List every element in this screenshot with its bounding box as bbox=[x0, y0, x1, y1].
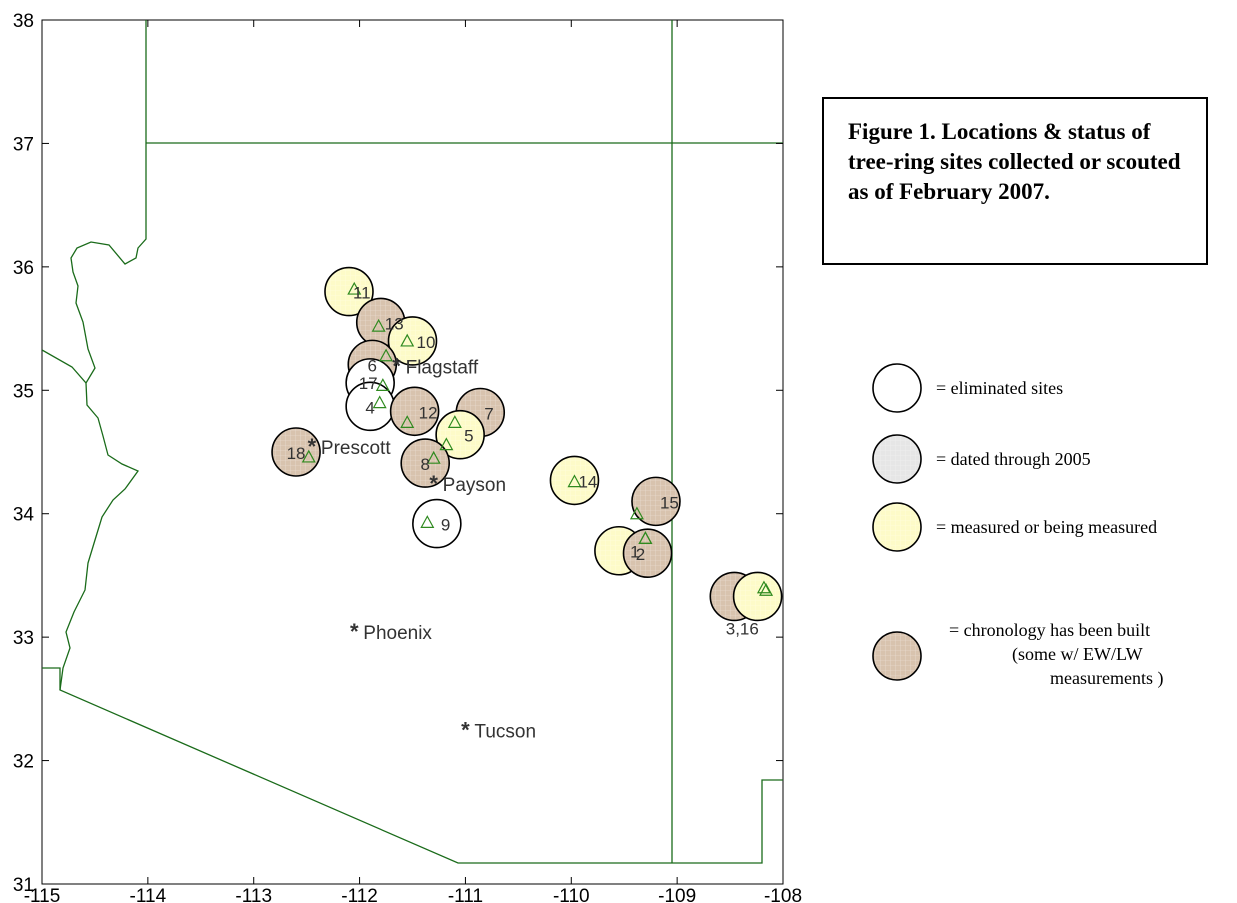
legend-label: = dated through 2005 bbox=[936, 449, 1091, 469]
site-label: 17 bbox=[359, 374, 378, 393]
triangle-icon bbox=[638, 531, 653, 544]
border-mexico bbox=[42, 667, 783, 864]
site-marker bbox=[549, 455, 600, 506]
y-tick-label: 32 bbox=[13, 752, 34, 773]
triangle-icon bbox=[372, 395, 387, 409]
legend-label-line: measurements ) bbox=[1050, 668, 1163, 689]
y-tick-label: 38 bbox=[13, 11, 34, 32]
triangle-icon bbox=[756, 580, 771, 594]
x-tick-label: -115 bbox=[24, 886, 61, 903]
triangle-icon bbox=[371, 318, 386, 332]
border-nevada-utah bbox=[59, 20, 147, 691]
site-label: 12 bbox=[419, 403, 438, 422]
y-tick-label: 35 bbox=[13, 381, 34, 402]
x-tick-label: -110 bbox=[553, 886, 590, 903]
site-label: 4 bbox=[365, 398, 374, 417]
site-label: 18 bbox=[287, 444, 306, 463]
site-marker bbox=[355, 297, 406, 348]
cities-layer: * Flagstaff* Prescott* Payson* Phoenix* Tucso… bbox=[308, 354, 536, 743]
legend-swatch bbox=[872, 631, 922, 681]
x-tick-label: -108 bbox=[764, 886, 802, 903]
site-label: 9 bbox=[441, 516, 450, 535]
sites-layer: 11 13 10 617 4 12 75 18 8 9 14 15 12 3,16 bbox=[271, 266, 783, 638]
site-marker bbox=[732, 571, 783, 622]
triangle-icon bbox=[567, 474, 582, 488]
y-tick-label: 31 bbox=[13, 875, 34, 896]
legend-swatch bbox=[872, 434, 922, 484]
triangle-icon bbox=[759, 582, 774, 596]
border-nevada-diagonal bbox=[42, 349, 87, 384]
x-tick-label: -111 bbox=[448, 886, 483, 903]
y-tick-label: 37 bbox=[13, 134, 34, 155]
triangle-icon bbox=[420, 515, 435, 528]
site-label: 2 bbox=[636, 545, 645, 564]
legend: = eliminated sites = dated through 2005 = … bbox=[872, 363, 1163, 689]
triangle-icon bbox=[301, 449, 316, 463]
city-label: Tucson bbox=[474, 722, 536, 743]
x-tick-label: -112 bbox=[341, 886, 378, 903]
site-label: 11 bbox=[353, 284, 371, 303]
triangle-icon bbox=[400, 415, 415, 428]
legend-label-line: = chronology has been built bbox=[949, 620, 1150, 640]
legend-swatch bbox=[872, 363, 922, 413]
triangle-icon bbox=[439, 437, 454, 451]
x-tick-label: -109 bbox=[658, 886, 696, 903]
figure-caption: Figure 1. Locations & status of tree-rin… bbox=[822, 97, 1208, 265]
site-marker bbox=[387, 316, 438, 366]
axis-ticks: -115 -114 -113 -112 -111 -110 -109 -108 31 32 33 34… bbox=[13, 11, 802, 903]
site-label: 15 bbox=[660, 493, 679, 512]
city-label: Phoenix bbox=[363, 623, 432, 644]
legend-swatch bbox=[872, 502, 922, 552]
x-tick-label: -113 bbox=[235, 886, 272, 903]
legend-label-line: (some w/ EW/LW bbox=[1012, 644, 1143, 665]
caption-label: Figure 1 bbox=[848, 119, 930, 144]
site-label: 5 bbox=[464, 427, 473, 446]
city-star-icon: * bbox=[350, 619, 359, 644]
legend-label: = eliminated sites bbox=[936, 378, 1063, 398]
y-tick-label: 36 bbox=[13, 258, 34, 279]
triangle-icon bbox=[400, 333, 415, 347]
site-label: 14 bbox=[578, 472, 597, 491]
site-label: 8 bbox=[420, 455, 429, 474]
city-star-icon: * bbox=[392, 354, 401, 379]
y-tick-label: 33 bbox=[13, 628, 34, 649]
site-label: 13 bbox=[385, 314, 404, 333]
triangle-icon bbox=[375, 378, 390, 391]
site-marker bbox=[400, 438, 451, 488]
caption-text: . Locations & status of tree-ring sites … bbox=[848, 119, 1181, 204]
triangle-icon bbox=[379, 348, 394, 362]
triangle-icon bbox=[447, 415, 462, 428]
site-label: 6 bbox=[368, 356, 377, 375]
y-tick-label: 34 bbox=[13, 505, 35, 526]
state-borders bbox=[42, 20, 783, 864]
legend-label: = measured or being measured bbox=[936, 517, 1157, 537]
city-star-icon: * bbox=[461, 718, 470, 743]
city-label: Flagstaff bbox=[406, 358, 479, 379]
site-marker bbox=[389, 386, 440, 437]
site-marker bbox=[622, 528, 673, 579]
city-star-icon: * bbox=[429, 471, 438, 496]
site-marker bbox=[631, 476, 681, 527]
site-marker bbox=[412, 498, 462, 549]
x-tick-label: -114 bbox=[130, 886, 167, 903]
triangle-icon bbox=[347, 281, 362, 295]
site-label: 3,16 bbox=[726, 619, 759, 638]
site-label: 7 bbox=[484, 405, 493, 424]
triangle-icon bbox=[629, 506, 644, 520]
city-label: Payson bbox=[443, 475, 506, 496]
city-star-icon: * bbox=[308, 434, 317, 459]
site-label: 10 bbox=[417, 333, 436, 352]
site-marker bbox=[435, 409, 485, 460]
city-label: Prescott bbox=[321, 438, 391, 459]
site-marker bbox=[271, 427, 321, 477]
site-label: 1 bbox=[630, 543, 639, 562]
triangle-icon bbox=[426, 450, 441, 464]
